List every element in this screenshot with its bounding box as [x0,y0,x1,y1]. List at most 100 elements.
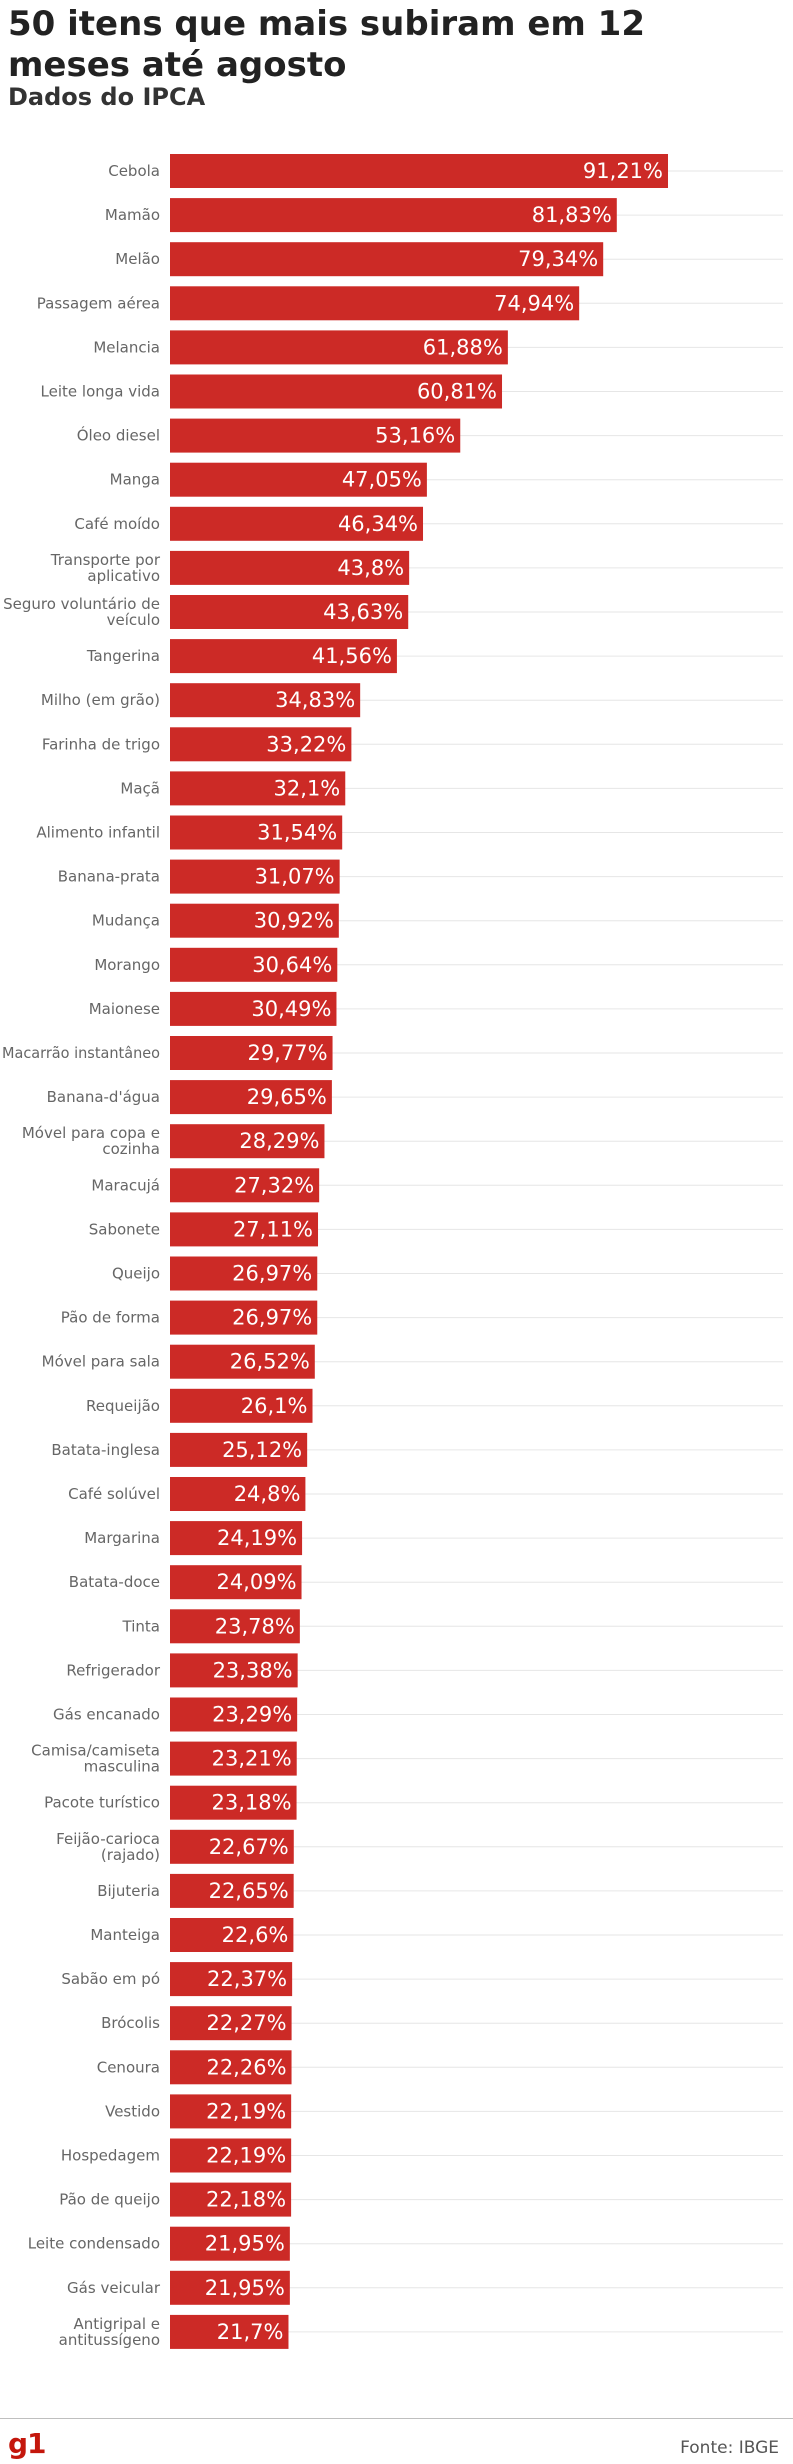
value-label: 53,16% [375,424,455,448]
category-label: Passagem aérea [37,294,160,312]
value-label: 43,63% [323,600,403,624]
bar [170,1697,298,1732]
bar [170,1124,325,1159]
category-label: Maçã [120,779,160,797]
category-label: Seguro voluntário de veículo [3,595,160,629]
bar [170,1432,308,1467]
bar [170,1168,320,1203]
value-label: 47,05% [342,468,422,492]
category-label: Melancia [93,338,160,356]
value-label: 23,38% [213,1658,293,1682]
bar [170,2270,290,2305]
value-label: 31,07% [255,865,335,889]
value-label: 26,1% [241,1394,308,1418]
category-label: Tangerina [86,647,160,665]
category-label: Sabão em pó [61,1970,160,1988]
category-label: Mamão [105,206,160,224]
category-label: Transporte por aplicativo [50,551,161,585]
category-label: Requeijão [86,1397,160,1415]
value-label: 74,94% [494,291,574,315]
value-label: 33,22% [266,732,346,756]
category-label: Manga [110,471,160,489]
g1-logo: g1 [8,2427,47,2460]
bar [170,154,669,188]
category-label: Hospedagem [61,2147,160,2165]
value-label: 60,81% [417,380,497,404]
category-label: Pão de forma [61,1309,160,1327]
category-label: Tinta [122,1617,160,1635]
value-label: 23,29% [212,1703,292,1727]
bar [170,1344,315,1379]
value-label: 81,83% [532,203,612,227]
category-label: Farinha de trigo [42,735,160,753]
bar [170,506,424,541]
bar [170,1080,332,1115]
bar [170,947,338,982]
category-label: Leite condensado [28,2235,160,2253]
bar [170,727,352,762]
bar [170,1256,318,1291]
category-label: Milho (em grão) [41,691,160,709]
bar [170,1653,298,1688]
value-label: 22,26% [206,2055,286,2079]
category-label: Vestido [105,2102,160,2120]
category-label: Sabonete [89,1220,160,1238]
value-label: 25,12% [222,1438,302,1462]
value-label: 28,29% [239,1129,319,1153]
category-label: Gás encanado [53,1706,160,1724]
bar [170,550,410,585]
value-label: 23,78% [215,1614,295,1638]
category-label: Alimento infantil [36,824,160,842]
category-label: Pão de queijo [59,2191,160,2209]
category-label: Melão [115,250,160,268]
category-label: Pacote turístico [44,1794,160,1812]
category-label: Gás veicular [67,2279,161,2297]
category-label: Maionese [89,1000,160,1018]
bar [170,595,409,629]
value-label: 26,97% [232,1306,312,1330]
value-label: 30,49% [251,997,331,1021]
bar [170,1785,297,1820]
category-label: Café moído [74,515,160,533]
bar [170,286,580,321]
value-label: 26,97% [232,1262,312,1286]
value-label: 26,52% [230,1350,310,1374]
category-label: Margarina [84,1529,160,1547]
value-label: 31,54% [257,821,337,845]
bar [170,1477,306,1511]
category-label: Cenoura [97,2058,160,2076]
category-label: Móvel para sala [42,1353,160,1371]
bar [170,330,508,365]
value-label: 27,32% [234,1173,314,1197]
bar [170,2094,292,2129]
category-label: Camisa/camiseta masculina [31,1742,160,1776]
bar [170,859,340,894]
bar [170,683,361,718]
bar [170,242,604,277]
value-label: 46,34% [338,512,418,536]
bar [170,1521,303,1556]
value-label: 22,19% [206,2144,286,2168]
bar [170,1962,293,1997]
bar [170,991,337,1026]
value-label: 43,8% [337,556,404,580]
bar [170,771,346,806]
bar [170,1212,319,1247]
bar [170,1388,313,1423]
category-label: Brócolis [101,2014,160,2032]
value-label: 79,34% [518,247,598,271]
bar [170,1829,294,1864]
category-label: Morango [94,956,160,974]
category-label: Banana-d'água [47,1088,160,1106]
bar [170,1036,333,1070]
value-label: 91,21% [583,159,663,183]
value-label: 61,88% [423,335,503,359]
value-label: 22,6% [222,1923,289,1947]
category-label: Antigripal e antitussígeno [59,2315,160,2349]
footer-divider [0,2418,793,2419]
category-label: Leite longa vida [41,383,160,401]
value-label: 22,67% [209,1835,289,1859]
category-label: Banana-prata [58,868,160,886]
bar [170,2226,290,2261]
value-label: 23,18% [211,1791,291,1815]
